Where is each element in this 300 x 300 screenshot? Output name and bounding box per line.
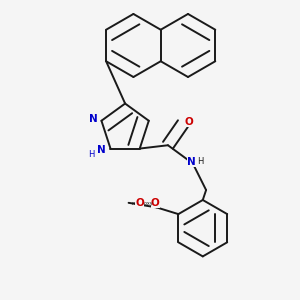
Text: N: N: [89, 114, 98, 124]
Text: N: N: [97, 145, 106, 155]
Text: H: H: [197, 157, 203, 166]
Text: H: H: [88, 150, 95, 159]
Text: O: O: [151, 199, 160, 208]
Text: O: O: [184, 117, 193, 128]
Text: methoxy: methoxy: [131, 201, 153, 206]
Text: N: N: [187, 157, 196, 166]
Text: O: O: [135, 198, 144, 208]
